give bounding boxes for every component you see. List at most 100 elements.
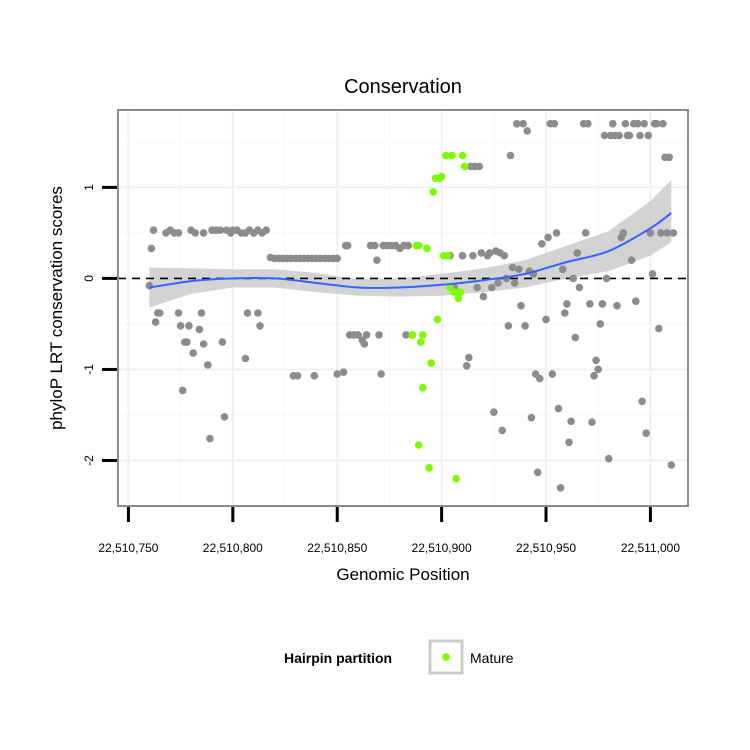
data-point xyxy=(178,386,187,395)
data-point xyxy=(638,397,646,406)
data-point xyxy=(375,331,383,339)
data-point xyxy=(604,454,613,463)
data-point xyxy=(655,324,663,333)
data-point-mature xyxy=(408,331,417,339)
data-point xyxy=(199,229,208,237)
data-point-mature xyxy=(414,241,423,250)
data-point xyxy=(563,300,571,308)
data-point xyxy=(216,226,225,234)
data-point-mature xyxy=(437,172,446,181)
legend: Hairpin partition Mature xyxy=(284,639,514,675)
data-point xyxy=(567,417,575,426)
chart-title: Conservation xyxy=(344,76,462,98)
data-point xyxy=(293,372,302,380)
data-point xyxy=(183,338,191,346)
data-point xyxy=(523,127,531,135)
data-point xyxy=(462,362,471,370)
data-point xyxy=(627,256,636,265)
data-point xyxy=(533,468,542,477)
data-point xyxy=(521,322,529,330)
data-point xyxy=(185,322,193,330)
panel-border xyxy=(117,109,689,507)
data-point xyxy=(189,349,197,357)
data-point-mature xyxy=(423,244,431,253)
legend-title: Hairpin partition xyxy=(284,650,392,666)
data-point xyxy=(498,426,507,435)
data-point xyxy=(310,372,319,380)
data-point xyxy=(586,300,594,308)
data-point xyxy=(657,229,665,237)
data-point xyxy=(527,413,536,422)
data-point xyxy=(204,361,212,369)
data-point xyxy=(360,340,369,348)
data-point xyxy=(565,438,573,447)
data-point xyxy=(584,119,592,128)
data-point-mature xyxy=(444,251,452,260)
series-mature-points xyxy=(408,151,469,483)
data-point xyxy=(465,353,473,362)
data-point xyxy=(377,370,385,378)
data-point xyxy=(602,274,611,283)
confidence-band xyxy=(149,180,672,308)
data-point xyxy=(145,281,154,290)
data-point xyxy=(561,309,569,317)
points-layer xyxy=(145,119,678,492)
data-point-mature xyxy=(414,441,423,449)
data-point xyxy=(176,322,185,330)
data-point xyxy=(343,241,352,250)
data-point xyxy=(362,331,371,339)
data-point xyxy=(552,229,561,237)
data-point xyxy=(646,229,655,237)
data-point xyxy=(634,119,642,128)
data-point xyxy=(243,309,252,317)
data-point xyxy=(504,322,513,330)
data-point xyxy=(569,274,577,283)
data-point-mature xyxy=(442,151,450,160)
data-point xyxy=(149,226,158,234)
data-point xyxy=(556,484,565,492)
data-point xyxy=(548,370,557,378)
data-point xyxy=(640,119,648,128)
data-point-mature xyxy=(454,294,463,303)
data-point xyxy=(571,333,580,342)
data-point-mature xyxy=(458,151,467,160)
data-point xyxy=(220,413,229,421)
data-point xyxy=(648,270,657,278)
data-point xyxy=(594,365,602,374)
smooth-fit-line xyxy=(149,212,672,289)
data-point xyxy=(218,338,227,346)
data-point-mature xyxy=(416,338,425,346)
data-point xyxy=(625,131,634,140)
x-tick-label: 22,510,950 xyxy=(516,541,576,555)
x-tick-label: 22,511,000 xyxy=(621,541,680,555)
data-point xyxy=(536,374,544,383)
y-tick-label: -2 xyxy=(82,455,96,466)
data-point-mature xyxy=(419,383,427,392)
data-point xyxy=(575,283,584,292)
data-point xyxy=(596,320,605,328)
data-point xyxy=(513,119,521,128)
data-point xyxy=(254,309,262,317)
data-point xyxy=(494,279,502,287)
data-point xyxy=(573,249,582,257)
x-axis: 22,510,750 22,510,800 22,510,850 22,510,900… xyxy=(98,507,680,555)
data-point xyxy=(402,331,410,339)
data-point xyxy=(473,283,481,292)
data-point-mature xyxy=(452,474,461,483)
data-point xyxy=(475,162,484,171)
data-point xyxy=(206,434,214,443)
data-point xyxy=(339,368,348,377)
series-other-points xyxy=(145,119,678,492)
x-tick-label: 22,510,800 xyxy=(203,541,263,555)
x-axis-title: Genomic Position xyxy=(336,565,469,584)
data-point xyxy=(485,249,494,257)
data-point xyxy=(621,119,630,128)
data-point-mature xyxy=(433,315,442,324)
y-tick-label: 0 xyxy=(82,275,96,282)
data-point xyxy=(642,429,650,438)
data-point xyxy=(256,322,264,330)
y-axis: -2 -1 0 1 xyxy=(82,184,117,466)
data-point xyxy=(508,263,517,272)
data-point xyxy=(659,119,667,128)
